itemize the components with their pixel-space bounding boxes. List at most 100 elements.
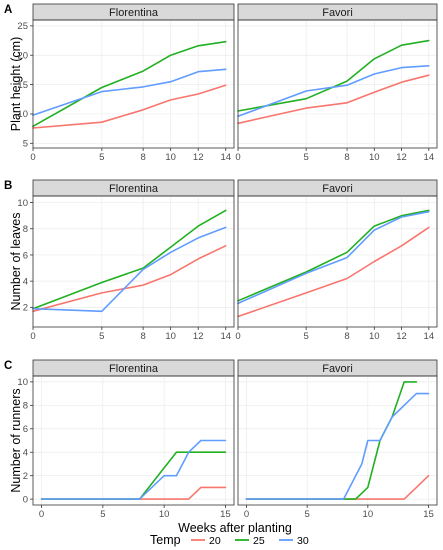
series-line-20 (32, 84, 227, 129)
x-tick-label: 10 (363, 509, 374, 520)
x-tick-label: 14 (424, 152, 435, 163)
series-line-30 (40, 439, 227, 500)
y-tick-label: 2 (23, 303, 28, 314)
y-tick-label: 15 (17, 80, 28, 91)
y-tick-label: 8 (23, 224, 28, 235)
y-tick-label: 6 (23, 424, 28, 435)
x-tick-label: 14 (220, 331, 231, 342)
facet-strip-label: Favori (322, 363, 353, 375)
panel-border (32, 375, 235, 506)
x-tick-label: 14 (220, 152, 231, 163)
series-line-25 (32, 209, 227, 310)
x-tick-label: 0 (30, 331, 35, 342)
facet-strip-label: Florentina (109, 7, 159, 19)
series-line-30 (237, 210, 430, 305)
x-tick-label: 12 (396, 152, 407, 163)
legend-label: 25 (253, 535, 265, 547)
series-line-20 (32, 245, 227, 313)
panel-border (237, 375, 438, 506)
legend-title: Temp (150, 533, 181, 547)
x-tick-label: 5 (99, 152, 104, 163)
x-tick-label: 0 (235, 331, 240, 342)
facet-favori: Favori 0 5 8 10 12 14 (235, 3, 438, 163)
series-line-20 (237, 226, 430, 318)
y-tick-label: 10 (17, 109, 28, 120)
y-tick-label: 10 (17, 198, 28, 209)
x-tick-label: 15 (423, 509, 434, 520)
facet-strip-label: Favori (322, 7, 353, 19)
y-tick-label: 6 (23, 250, 28, 261)
series-line-30 (237, 65, 430, 118)
x-tick-label: 12 (193, 331, 204, 342)
x-tick-label: 5 (305, 509, 310, 520)
x-tick-label: 5 (304, 331, 309, 342)
x-tick-label: 14 (424, 331, 435, 342)
facet-favori: Favori 0 5 10 15 (237, 359, 438, 520)
series-line-20 (237, 74, 430, 125)
x-tick-label: 5 (304, 152, 309, 163)
legend: Temp 20 25 30 (150, 533, 309, 547)
y-tick-label: 4 (23, 448, 28, 459)
x-tick-label: 0 (30, 152, 35, 163)
panel-letter: B (4, 180, 12, 192)
y-axis-label: Number of runners (9, 388, 23, 492)
x-axis-label: Weeks after planting (178, 521, 292, 535)
x-tick-label: 12 (396, 331, 407, 342)
facet-strip-label: Florentina (109, 363, 159, 375)
x-tick-label: 5 (100, 509, 105, 520)
y-axis-label: Number of leaves (9, 213, 23, 311)
panel-border (32, 19, 235, 149)
series-line-25 (237, 39, 430, 112)
facet-favori: Favori 0 5 8 10 12 14 (235, 179, 438, 342)
panel-border (237, 19, 438, 149)
x-tick-label: 10 (165, 152, 176, 163)
x-tick-label: 15 (220, 509, 231, 520)
series-line-30 (32, 226, 227, 313)
series-line-25 (245, 381, 418, 500)
facet-florentina: Florentina 0 5 8 10 12 14 2 4 6 8 10 (17, 179, 235, 342)
y-tick-label: 2 (23, 471, 28, 482)
facet-florentina: Florentina 0 5 10 15 0 2 4 6 8 10 (17, 359, 235, 520)
series-line-30 (32, 68, 227, 116)
x-tick-label: 8 (140, 331, 145, 342)
series-line-20 (40, 486, 227, 500)
x-tick-label: 5 (99, 331, 104, 342)
legend-item-30: 30 (279, 535, 309, 547)
x-tick-label: 0 (39, 509, 44, 520)
y-tick-label: 5 (23, 139, 28, 150)
panel-c: C Number of runners Florentina 0 5 10 15 0 2 4 6 8 1… (4, 359, 438, 535)
facet-strip-label: Florentina (109, 183, 159, 195)
x-tick-label: 8 (140, 152, 145, 163)
y-tick-label: 0 (23, 494, 28, 505)
x-tick-label: 10 (369, 331, 380, 342)
legend-item-20: 20 (191, 535, 221, 547)
series-line-30 (245, 392, 430, 500)
panel-border (32, 195, 235, 328)
series-line-25 (32, 40, 227, 128)
panel-letter: C (4, 360, 12, 372)
x-tick-label: 10 (159, 509, 170, 520)
panel-letter: A (4, 4, 12, 16)
x-tick-label: 12 (193, 152, 204, 163)
legend-item-25: 25 (235, 535, 265, 547)
y-tick-label: 20 (17, 51, 28, 62)
series-line-25 (237, 209, 430, 302)
y-axis-label: Plant height (cm) (9, 37, 23, 131)
facet-strip-label: Favori (322, 183, 353, 195)
legend-label: 30 (297, 535, 309, 547)
x-tick-label: 10 (165, 331, 176, 342)
legend-label: 20 (209, 535, 221, 547)
y-tick-label: 10 (17, 377, 28, 388)
y-tick-label: 8 (23, 401, 28, 412)
x-tick-label: 10 (369, 152, 380, 163)
panel-border (237, 195, 438, 328)
x-tick-label: 8 (344, 152, 349, 163)
y-tick-label: 4 (23, 276, 28, 287)
x-tick-label: 8 (344, 331, 349, 342)
panel-b: B Number of leaves Florentina 0 5 8 10 12 14 2 4 6 8… (4, 179, 438, 342)
x-tick-label: 0 (244, 509, 249, 520)
series-line-20 (245, 474, 430, 500)
